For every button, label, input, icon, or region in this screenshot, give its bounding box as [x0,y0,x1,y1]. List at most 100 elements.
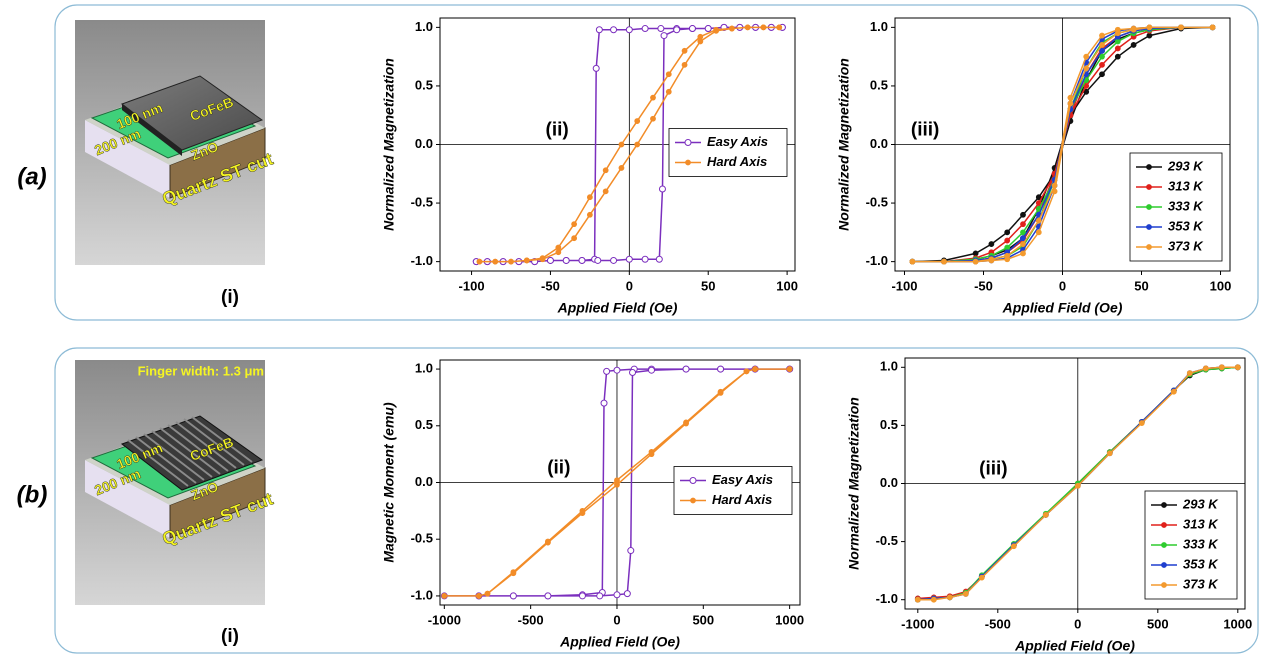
data-point [962,590,969,597]
data-point [508,258,514,265]
x-tick-label: -1000 [901,616,934,631]
data-point [688,25,696,33]
x-tick-label: 0 [613,612,620,627]
data-point [603,367,611,375]
x-tick-label: 50 [1134,278,1148,293]
legend-marker [1161,542,1167,548]
y-tick-label: 0.5 [415,77,433,92]
legend-label: 353 K [1168,218,1204,233]
data-point [545,539,551,546]
data-point [571,235,578,242]
panel-label: (iii) [911,120,940,141]
data-point [578,256,586,264]
data-point [717,365,725,373]
data-point [682,365,690,373]
y-tick-label: -0.5 [866,195,888,210]
x-tick-label: 0 [1074,616,1081,631]
data-point [613,366,621,374]
x-tick-label: 100 [1210,278,1232,293]
y-tick-label: 0.5 [880,417,898,432]
data-point [1170,388,1177,395]
data-point [618,165,625,171]
y-axis-label: Normalized Magnetization [846,397,862,570]
data-point [988,257,995,264]
data-point [1035,229,1042,236]
row-label: (b) [17,481,48,508]
legend-marker [1146,244,1152,250]
data-point [673,26,681,34]
data-point [1042,511,1049,518]
data-point [1020,250,1026,257]
data-point [744,24,751,31]
data-point [492,258,499,265]
data-point [988,241,995,247]
data-point [1099,42,1105,48]
y-tick-label: 0.0 [870,136,888,151]
data-point [1099,47,1105,54]
legend-marker [1161,582,1167,588]
row-frame [54,4,1259,321]
data-point [641,25,649,33]
y-tick-label: -0.5 [411,195,433,210]
x-axis-label: Applied Field (Oe) [559,634,680,650]
legend-marker [1161,522,1167,528]
data-point [562,256,570,264]
legend-label: 373 K [1168,238,1204,253]
data-point [1209,24,1216,31]
data-point [1004,229,1011,236]
data-point [602,188,609,195]
panel-label: (ii) [546,120,569,141]
data-point [1083,65,1090,72]
data-point [579,510,586,517]
y-tick-label: -0.5 [411,531,433,546]
data-point [1020,241,1026,247]
legend: Easy Axis Hard Axis [668,128,788,177]
x-axis-label: Applied Field (Oe) [557,300,678,316]
legend-marker [689,477,697,484]
legend-marker [1146,164,1152,170]
data-point [1114,53,1121,60]
data-point [546,256,554,264]
data-point [629,368,637,376]
y-tick-label: 0.5 [870,77,888,92]
legend-marker [1161,502,1167,508]
data-point [594,256,602,264]
data-point [476,258,483,265]
y-tick-label: -0.5 [876,533,898,548]
data-point [930,596,937,603]
data-point [665,88,672,95]
x-axis-label: Applied Field (Oe) [1002,300,1123,316]
panel-label: (ii) [547,458,570,479]
finger-stripes [127,416,253,487]
legend-marker [1146,204,1152,210]
finger-width-label: Finger width: 1.3 μm [138,363,264,378]
substrate-front [169,467,266,539]
y-tick-label: 1.0 [870,19,888,34]
data-point [717,389,724,396]
data-point [627,547,635,555]
x-tick-label: 0 [1059,278,1066,293]
data-point [1083,53,1090,60]
data-point [539,256,546,263]
data-point [1074,482,1081,489]
legend-label: 293 K [1182,496,1219,511]
data-point [634,118,641,124]
data-point [623,590,631,598]
x-tick-label: 1000 [775,612,804,627]
y-tick-label: 0.0 [415,474,433,489]
data-point [625,255,633,263]
x-tick-label: -100 [459,278,485,293]
data-point [592,64,600,72]
data-point [1020,229,1026,236]
data-point [713,27,720,34]
data-point [697,38,704,45]
data-point [484,590,491,597]
legend: 293 K 313 K 333 K 353 K 373 K [1129,152,1223,262]
data-point [728,25,735,32]
legend: Easy Axis Hard Axis [673,466,793,515]
data-point [978,574,985,581]
x-tick-label: -500 [985,616,1011,631]
y-axis-label: Normalized Magnetization [381,58,397,231]
data-point [683,420,689,427]
data-point [1020,211,1026,218]
